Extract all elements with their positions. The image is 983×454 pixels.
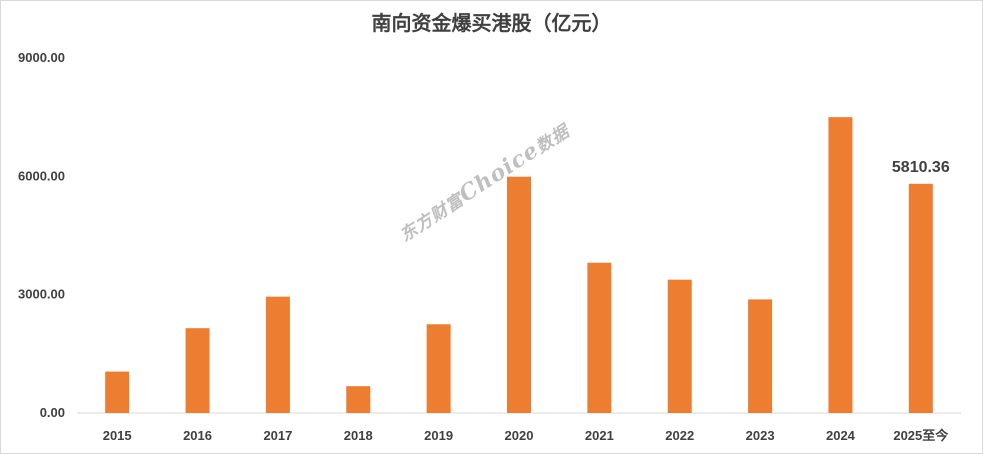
x-tick-label: 2023 xyxy=(746,428,775,443)
x-tick-label: 2025至今 xyxy=(893,428,949,443)
x-tick-label: 2015 xyxy=(103,428,132,443)
y-tick-label: 3000.00 xyxy=(18,287,65,302)
bar xyxy=(105,371,130,413)
bar xyxy=(748,299,773,413)
bar xyxy=(346,386,371,413)
bar xyxy=(426,324,451,413)
y-tick-label: 0.00 xyxy=(40,405,65,420)
bar xyxy=(908,183,933,413)
x-tick-label: 2021 xyxy=(585,428,614,443)
x-tick-label: 2020 xyxy=(505,428,534,443)
y-tick-label: 6000.00 xyxy=(18,168,65,183)
x-tick-label: 2022 xyxy=(665,428,694,443)
bar xyxy=(265,296,290,413)
bar xyxy=(185,328,210,413)
x-tick-label: 2024 xyxy=(826,428,856,443)
bar xyxy=(587,262,612,413)
x-tick-label: 2017 xyxy=(263,428,292,443)
x-tick-label: 2016 xyxy=(183,428,212,443)
data-label: 5810.36 xyxy=(892,159,950,176)
x-tick-label: 2018 xyxy=(344,428,373,443)
bar xyxy=(667,279,692,413)
x-tick-label: 2019 xyxy=(424,428,453,443)
bar xyxy=(828,117,853,414)
bar xyxy=(507,176,531,413)
y-tick-label: 9000.00 xyxy=(18,50,65,65)
chart-title: 南向资金爆买港股（亿元） xyxy=(371,11,612,35)
